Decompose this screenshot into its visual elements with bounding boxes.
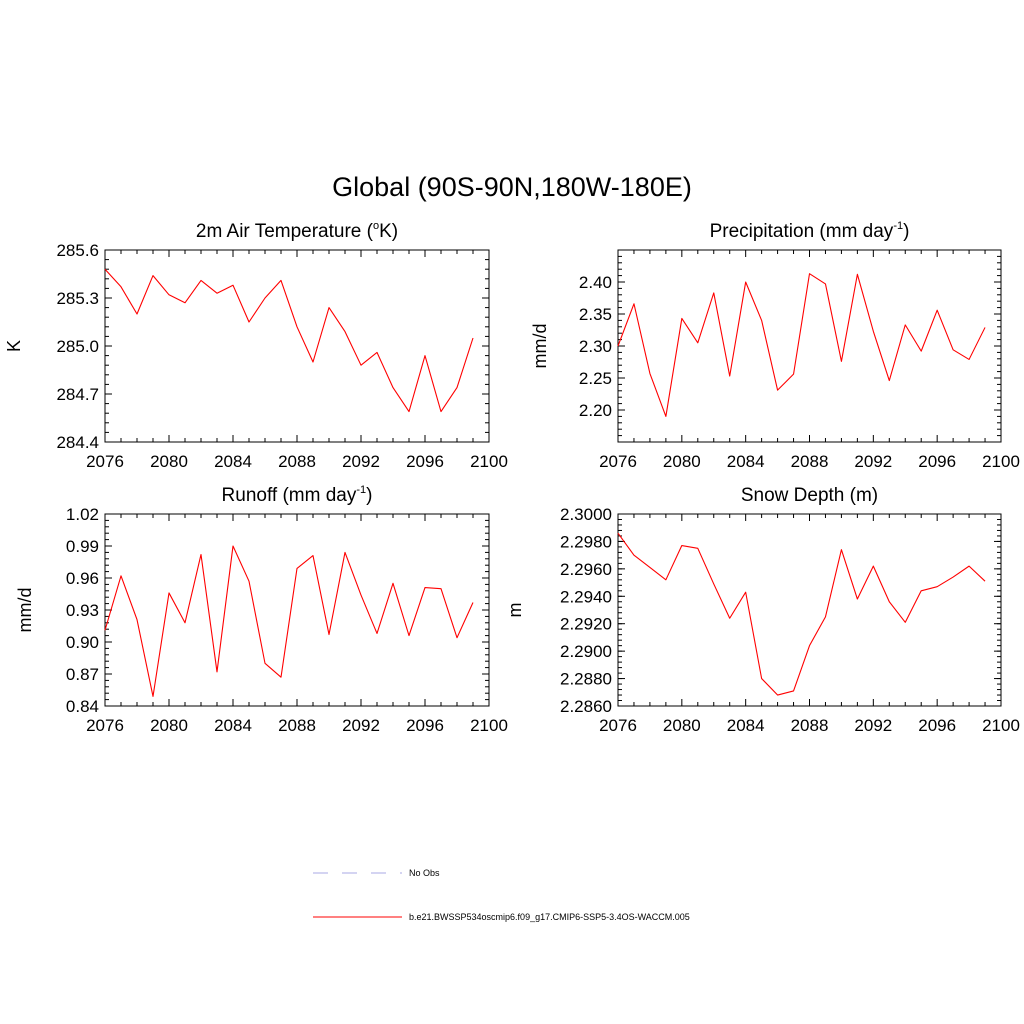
legend-entry: b.e21.BWSSP534oscmip6.f09_g17.CMIP6-SSP5… (313, 912, 690, 922)
x-tick-label: 2076 (86, 452, 124, 471)
y-tick-label: 2.2960 (560, 560, 612, 579)
legend: No Obs b.e21.BWSSP534oscmip6.f09_g17.CMIP… (313, 868, 690, 922)
panel-title: 2m Air Temperature (oK) (196, 220, 398, 242)
y-tick-label: 284.7 (56, 385, 99, 404)
y-tick-label: 2.3000 (560, 505, 612, 524)
series-line (104, 545, 474, 697)
panel-4: 2076 2080 2084 2088 2092 2096 2100 2.2860 2.2880… (505, 485, 1020, 735)
y-tick-label: 285.3 (56, 289, 99, 308)
series-line (617, 532, 986, 696)
y-axis-label: mm/d (15, 588, 35, 633)
y-tick-label: 2.2940 (560, 587, 612, 606)
legend-label: No Obs (409, 868, 440, 878)
plot-frame (617, 249, 1002, 443)
x-tick-label: 2076 (599, 452, 637, 471)
x-tick-label: 2092 (854, 716, 892, 735)
y-tick-label: 0.96 (66, 569, 99, 588)
x-tick-label: 2096 (918, 452, 956, 471)
x-tick-label: 2092 (342, 716, 380, 735)
y-tick-label: 2.25 (579, 369, 612, 388)
y-tick-label: 285.6 (56, 241, 99, 260)
y-tick-label: 0.99 (66, 537, 99, 556)
x-tick-label: 2088 (791, 716, 829, 735)
plot-frame (104, 249, 490, 443)
y-tick-label: 285.0 (56, 337, 99, 356)
x-tick-label: 2080 (150, 452, 188, 471)
x-tick-label: 2092 (854, 452, 892, 471)
x-tick-label: 2088 (791, 452, 829, 471)
x-tick-label: 2084 (214, 716, 252, 735)
panel-title: Precipitation (mm day-1) (710, 220, 910, 242)
panel-1: 2076 2080 2084 2088 2092 2096 2100 284.4 284.7 28… (4, 220, 508, 471)
x-tick-label: 2088 (278, 452, 316, 471)
x-tick-label: 2100 (982, 716, 1020, 735)
x-tick-label: 2092 (342, 452, 380, 471)
x-tick-label: 2100 (982, 452, 1020, 471)
panels: 2076 2080 2084 2088 2092 2096 2100 284.4 284.7 28… (4, 220, 1020, 735)
y-tick-label: 2.2900 (560, 642, 612, 661)
legend-entry: No Obs (313, 868, 440, 878)
x-tick-label: 2084 (214, 452, 252, 471)
y-tick-label: 0.87 (66, 665, 99, 684)
y-tick-label: 2.2880 (560, 670, 612, 689)
y-tick-label: 0.90 (66, 633, 99, 652)
panel-3: 2076 2080 2084 2088 2092 2096 2100 0.84 0.87 0.90… (15, 484, 508, 735)
panel-2: 2076 2080 2084 2088 2092 2096 2100 2.20 2.25 2.30… (530, 220, 1020, 471)
panel-title: Snow Depth (m) (741, 485, 878, 506)
y-tick-label: 2.2860 (560, 697, 612, 716)
legend-label: b.e21.BWSSP534oscmip6.f09_g17.CMIP6-SSP5… (409, 912, 690, 922)
y-axis-label: K (4, 340, 24, 352)
figure-title: Global (90S-90N,180W-180E) (332, 172, 692, 202)
x-tick-label: 2084 (727, 716, 765, 735)
series-line (104, 268, 474, 413)
x-tick-label: 2096 (406, 452, 444, 471)
x-tick-label: 2080 (663, 452, 701, 471)
series-line (617, 273, 986, 417)
x-tick-label: 2088 (278, 716, 316, 735)
y-tick-label: 1.02 (66, 505, 99, 524)
panel-title: Runoff (mm day-1) (222, 484, 373, 506)
plot-frame (104, 513, 490, 707)
y-tick-label: 2.30 (579, 337, 612, 356)
y-tick-label: 2.40 (579, 273, 612, 292)
y-axis-label: m (505, 603, 525, 618)
x-tick-label: 2100 (470, 452, 508, 471)
y-axis-label: mm/d (530, 324, 550, 369)
y-tick-label: 0.84 (66, 697, 99, 716)
x-tick-label: 2080 (150, 716, 188, 735)
x-tick-label: 2096 (406, 716, 444, 735)
y-tick-label: 2.35 (579, 305, 612, 324)
x-tick-label: 2084 (727, 452, 765, 471)
x-tick-label: 2096 (918, 716, 956, 735)
plot-frame (617, 513, 1002, 707)
y-tick-label: 2.20 (579, 401, 612, 420)
y-tick-label: 2.2980 (560, 532, 612, 551)
y-tick-label: 284.4 (56, 433, 99, 452)
x-tick-label: 2100 (470, 716, 508, 735)
x-tick-label: 2076 (86, 716, 124, 735)
y-tick-label: 0.93 (66, 601, 99, 620)
x-tick-label: 2080 (663, 716, 701, 735)
y-tick-label: 2.2920 (560, 615, 612, 634)
x-tick-label: 2076 (599, 716, 637, 735)
